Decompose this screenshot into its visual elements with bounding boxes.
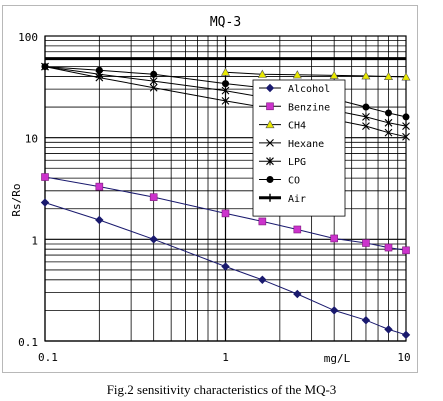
y-tick-label: 0.1 — [18, 336, 38, 349]
data-point-co — [402, 113, 410, 121]
data-point-alcohol — [221, 262, 230, 271]
data-point-alcohol — [95, 215, 104, 225]
data-point-co — [150, 70, 158, 78]
data-point-hexane — [362, 122, 370, 130]
data-point-benzine — [293, 225, 302, 234]
data-point-benzine — [402, 246, 410, 255]
data-point-benzine — [384, 243, 393, 252]
data-point-alcohol — [293, 289, 302, 299]
data-point-alcohol — [149, 235, 158, 244]
data-point-benzine — [258, 217, 267, 226]
data-point-alcohol — [329, 306, 339, 315]
data-point-lpg — [221, 86, 230, 95]
data-point-co — [41, 63, 49, 71]
x-axis-label: mg/L — [324, 352, 351, 365]
figure-caption: Fig.2 sensitivity characteristics of the… — [106, 382, 337, 397]
data-point-alcohol — [401, 330, 411, 340]
chart-title: MQ-3 — [210, 15, 241, 30]
legend-marker-air — [266, 193, 274, 202]
data-point-hexane — [384, 128, 393, 137]
data-point-benzine — [149, 193, 158, 201]
data-point-lpg — [362, 112, 370, 121]
data-point-ch4 — [257, 69, 267, 78]
y-tick-label: 1 — [31, 234, 38, 247]
legend-label-air: Air — [288, 194, 306, 205]
data-point-lpg — [402, 122, 410, 131]
data-point-ch4 — [383, 71, 394, 80]
data-point-ch4 — [401, 72, 411, 81]
legend-label-lpg: LPG — [288, 157, 306, 168]
legend-marker-hexane — [266, 139, 274, 147]
data-point-co — [95, 66, 103, 74]
series-line-alcohol — [44, 202, 407, 336]
x-tick-label: 1 — [222, 351, 229, 364]
legend-marker-benzine — [266, 102, 274, 111]
y-tick-label: 10 — [25, 133, 38, 146]
data-point-ch4 — [220, 67, 231, 76]
data-point-hexane — [149, 83, 158, 92]
data-point-lpg — [384, 118, 393, 127]
legend-marker-co — [266, 176, 274, 183]
chart: MQ-3 100 10 1 0.10.1 1 10 Rs/Ro mg/L Alcohol Benzi… — [10, 15, 411, 365]
data-point-ch4 — [361, 71, 371, 80]
legend-marker-lpg — [266, 157, 274, 166]
data-point-alcohol — [384, 325, 393, 334]
x-tick-label: 10 — [397, 351, 410, 364]
data-point-hexane — [402, 132, 410, 141]
data-point-benzine — [41, 173, 49, 181]
legend-label-alcohol: Alcohol — [288, 84, 330, 95]
legend-label-benzine: Benzine — [288, 102, 330, 113]
data-point-benzine — [95, 182, 104, 191]
data-point-co — [222, 80, 229, 88]
series-line-benzine — [44, 176, 407, 251]
legend-label-co: CO — [288, 176, 300, 187]
plot-border — [44, 35, 407, 342]
data-point-co — [362, 103, 370, 111]
data-point-benzine — [330, 234, 338, 243]
data-point-benzine — [362, 239, 370, 247]
data-point-ch4 — [292, 70, 302, 79]
data-point-benzine — [221, 209, 230, 218]
legend-label-hexane: Hexane — [288, 139, 324, 150]
data-point-alcohol — [258, 275, 267, 284]
legend-label-ch4: CH4 — [288, 121, 306, 132]
data-point-hexane — [221, 97, 230, 105]
data-point-lpg — [149, 77, 158, 86]
x-tick-label: 0.1 — [38, 351, 58, 364]
y-tick-label: 100 — [18, 31, 38, 44]
data-point-ch4 — [329, 70, 339, 79]
y-axis-label: Rs/Ro — [10, 183, 23, 216]
data-point-alcohol — [40, 198, 50, 207]
data-point-alcohol — [361, 316, 371, 325]
legend-marker-ch4 — [265, 119, 275, 129]
data-point-co — [385, 109, 393, 117]
chart-frame — [2, 5, 418, 373]
legend-marker-alcohol — [265, 83, 275, 93]
